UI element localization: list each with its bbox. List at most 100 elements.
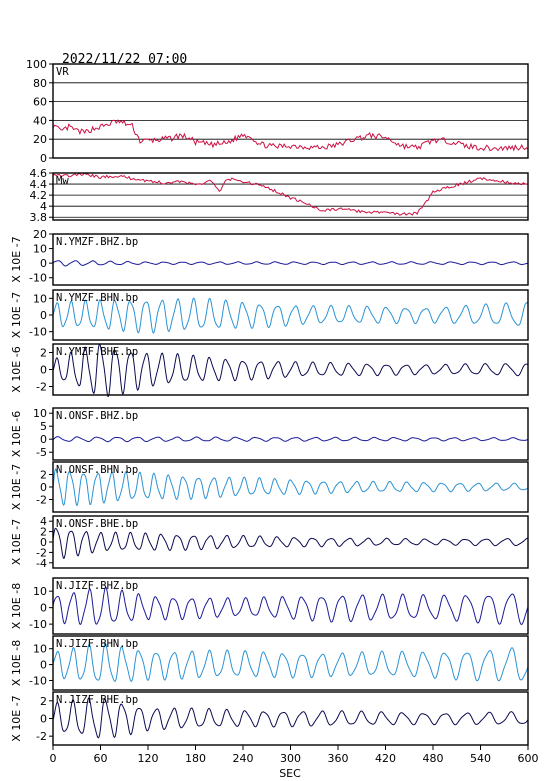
y-tick-label: -10	[29, 272, 47, 285]
panel-3: -10 010 20 N.YMZF.BHZ.bp X 10E -7	[10, 228, 529, 286]
y-tick-label: 0	[40, 309, 47, 322]
y-tick-label: 0	[40, 536, 47, 549]
series-line	[52, 436, 529, 443]
x-tick-label: 60	[94, 752, 108, 765]
panel-frame	[52, 289, 529, 341]
panel-frame	[52, 63, 529, 159]
panel-frame	[52, 635, 529, 691]
y-tick-label: 4.6	[30, 167, 48, 180]
y-tick-label: 10	[33, 292, 47, 305]
y-tick-label: 10	[33, 643, 47, 656]
y-tick-label: 2	[40, 469, 47, 482]
y-tick-label: 10	[33, 407, 47, 420]
y-tick-label: -2	[36, 381, 47, 394]
x-tick-label: 360	[328, 752, 349, 765]
x-tick-label: 600	[518, 752, 539, 765]
y-tick-label: 80	[33, 77, 47, 90]
y-tick-label: 4.4	[30, 178, 48, 191]
panel-10: -10 0 10 N.JIZF.BHN.bp X 10E -8	[10, 635, 529, 691]
series-line	[52, 586, 529, 626]
x-tick-label: 540	[470, 752, 491, 765]
panel-label: N.ONSF.BHE.bp	[56, 518, 138, 530]
chart-panels: 020406080100VR3.844.24.44.6Mw-1001020N.Y…	[10, 58, 529, 746]
x-tick-label: 420	[375, 752, 396, 765]
y-tick-label: 0	[40, 713, 47, 726]
x-tick-label: 120	[138, 752, 159, 765]
y-tick-label: -10	[29, 674, 47, 687]
panel-frame	[52, 461, 529, 513]
series-line	[52, 642, 529, 682]
y-axis-label: X 10E -7	[10, 292, 23, 338]
y-tick-label: -2	[36, 546, 47, 559]
y-tick-label: 0	[40, 481, 47, 494]
y-tick-label: -2	[36, 494, 47, 507]
series-line	[52, 119, 529, 152]
panel-frame	[52, 577, 529, 635]
y-tick-label: -4	[36, 557, 47, 570]
y-tick-label: 2	[40, 526, 47, 539]
y-tick-label: 20	[33, 228, 47, 241]
y-tick-label: 0	[40, 602, 47, 615]
y-axis-label: X 10E -6	[10, 411, 23, 457]
y-tick-label: 3.8	[30, 211, 48, 224]
panel-frame	[52, 407, 529, 461]
y-axis-label: X 10E -7	[10, 519, 23, 565]
panel-1: 0 20 40 60 80 100 VR	[26, 58, 529, 165]
y-tick-label: 0	[40, 433, 47, 446]
y-axis-label: X 10E -8	[10, 640, 23, 686]
y-axis-label: X 10E -7	[10, 236, 23, 282]
panel-label: N.JIZF.BHE.bp	[56, 694, 138, 706]
x-axis: 0 60 120 180 240 300 360 420 480 540 600	[50, 745, 539, 765]
panel-label: Mw	[56, 175, 69, 187]
series-line	[52, 527, 529, 559]
panel-label: N.JIZF.BHZ.bp	[56, 580, 138, 592]
y-tick-label: 0	[40, 364, 47, 377]
panel-label: N.YMZF.BHE.bp	[56, 346, 138, 358]
y-tick-label: -5	[36, 446, 47, 459]
y-tick-label: -2	[36, 730, 47, 743]
y-axis-label: X 10E -7	[10, 464, 23, 510]
y-tick-label: 4	[40, 515, 47, 528]
y-tick-label: 10	[33, 243, 47, 256]
panel-2: 3.844.24.44.6 Mw	[30, 167, 529, 224]
panel-frame	[52, 515, 529, 569]
panel-frame	[52, 233, 529, 286]
y-tick-label: 20	[33, 133, 47, 146]
y-tick-label: 5	[40, 420, 47, 433]
panel-label: N.YMZF.BHN.bp	[56, 292, 138, 304]
panel-label: N.JIZF.BHN.bp	[56, 638, 138, 650]
panel-frame	[52, 343, 529, 396]
x-tick-label: 300	[280, 752, 301, 765]
panel-label: VR	[56, 66, 69, 78]
series-line	[52, 172, 529, 216]
series-line	[52, 697, 529, 739]
y-tick-label: 4.2	[30, 189, 48, 202]
x-tick-label: 480	[423, 752, 444, 765]
x-tick-label: 0	[50, 752, 57, 765]
series-line	[52, 343, 529, 397]
panel-11: -2 0 2 N.JIZF.BHE.bp X 10E -7	[10, 691, 529, 746]
y-tick-label: -10	[29, 326, 47, 339]
series-line	[52, 297, 529, 334]
panel-frame	[52, 172, 529, 221]
y-tick-label: 60	[33, 96, 47, 109]
y-axis-label: X 10E -8	[10, 583, 23, 629]
y-tick-label: 2	[40, 695, 47, 708]
y-tick-label: 2	[40, 347, 47, 360]
y-axis-label: X 10E -6	[10, 346, 23, 392]
x-tick-label: 240	[233, 752, 254, 765]
panel-4: -10 0 10 N.YMZF.BHN.bp X 10E -7	[10, 289, 529, 341]
x-axis-label: SEC	[279, 767, 301, 780]
y-tick-label: 40	[33, 114, 47, 127]
y-tick-label: 0	[40, 257, 47, 270]
panel-label: N.ONSF.BHN.bp	[56, 464, 138, 476]
series-line	[52, 260, 528, 267]
y-tick-label: -10	[29, 618, 47, 631]
series-line	[52, 467, 529, 507]
y-tick-label: 0	[40, 659, 47, 672]
y-tick-label: 4	[40, 200, 47, 213]
panel-7: -202 N.ONSF.BHN.bp X 10E -7	[10, 461, 529, 513]
